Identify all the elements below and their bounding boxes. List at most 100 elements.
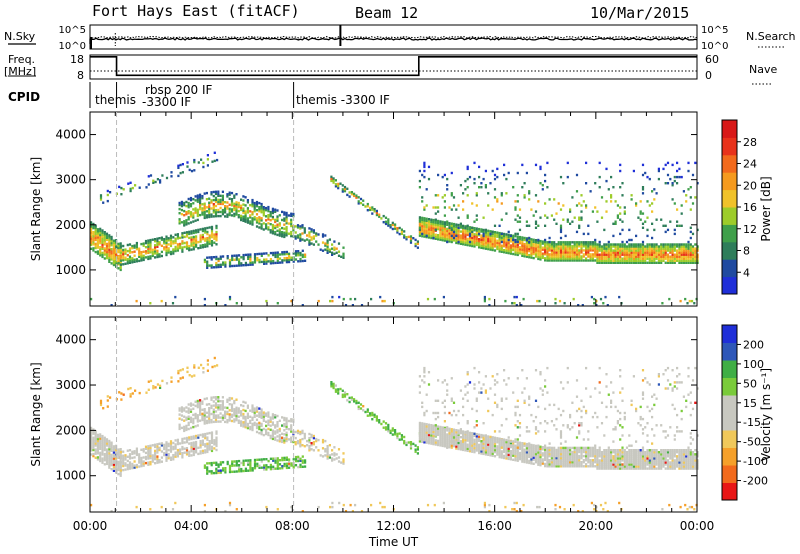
power-cell xyxy=(442,295,445,299)
power-cell xyxy=(653,259,656,262)
velocity-cell xyxy=(484,451,487,454)
power-cell xyxy=(595,304,598,307)
power-cell xyxy=(169,242,173,246)
power-cell xyxy=(496,198,499,201)
power-cell xyxy=(233,196,236,199)
power-cell xyxy=(635,253,638,256)
velocity-cell xyxy=(635,453,638,456)
velocity-cell xyxy=(105,444,109,447)
power-cell xyxy=(591,245,594,248)
velocity-cell xyxy=(475,439,478,442)
power-cell xyxy=(183,203,186,207)
velocity-cell xyxy=(569,452,572,456)
velocity-cell xyxy=(215,442,218,445)
velocity-cell xyxy=(203,397,206,401)
power-cell xyxy=(135,243,138,247)
velocity-cell xyxy=(480,452,483,455)
velocity-cell xyxy=(110,445,113,448)
power-cell xyxy=(267,205,270,209)
velocity-cell xyxy=(639,455,642,458)
velocity-cell xyxy=(537,447,540,450)
power-cell xyxy=(532,244,535,248)
power-cell xyxy=(676,259,679,262)
velocity-cell xyxy=(441,428,444,431)
power-cell xyxy=(226,207,229,210)
power-cell xyxy=(290,220,293,224)
power-cell xyxy=(140,259,143,262)
power-cell xyxy=(192,231,195,235)
velocity-cell xyxy=(434,443,437,446)
velocity-cell xyxy=(578,448,581,452)
power-cell xyxy=(199,193,202,196)
velocity-cell xyxy=(122,460,125,464)
power-cell xyxy=(172,252,175,255)
power-cell xyxy=(473,161,476,165)
power-cell xyxy=(131,244,134,248)
velocity-cell xyxy=(530,454,533,457)
velocity-cell xyxy=(253,409,256,412)
velocity-cell xyxy=(224,410,227,413)
power-cell xyxy=(226,195,229,198)
power-cell xyxy=(432,223,435,226)
velocity-cell xyxy=(255,408,259,411)
power-cell xyxy=(589,259,592,262)
power-cell xyxy=(138,259,141,263)
velocity-cell xyxy=(169,440,173,443)
velocity-cell xyxy=(671,457,674,460)
velocity-cell xyxy=(437,427,440,430)
power-cell xyxy=(532,214,535,217)
power-cell xyxy=(208,256,211,259)
velocity-cell xyxy=(521,446,524,449)
power-cell xyxy=(219,263,222,266)
velocity-cell xyxy=(228,403,231,406)
velocity-cell xyxy=(221,414,224,417)
velocity-cell xyxy=(580,448,583,452)
power-cell xyxy=(596,245,599,248)
power-cell xyxy=(201,203,204,206)
power-cell xyxy=(269,223,272,226)
power-cell xyxy=(147,257,150,261)
power-cell xyxy=(267,260,270,263)
velocity-cell xyxy=(267,427,270,431)
power-cell xyxy=(231,264,234,268)
velocity-cell xyxy=(213,443,216,446)
velocity-cell xyxy=(215,436,218,439)
power-cell xyxy=(292,212,295,216)
power-cell xyxy=(213,159,216,163)
velocity-cell xyxy=(242,417,245,420)
velocity-cell xyxy=(500,454,503,457)
power-cell xyxy=(163,246,166,249)
velocity-cell xyxy=(274,436,277,439)
velocity-cell xyxy=(190,444,193,447)
velocity-cell xyxy=(566,446,569,450)
velocity-cell xyxy=(610,457,613,460)
velocity-cell xyxy=(271,423,274,426)
power-cell xyxy=(632,169,635,173)
power-cell xyxy=(532,248,535,252)
power-cell xyxy=(94,224,97,227)
power-cell xyxy=(466,243,469,247)
power-cell xyxy=(387,220,390,223)
power-cell xyxy=(92,241,95,244)
power-cell xyxy=(441,175,444,179)
velocity-cell xyxy=(487,439,490,442)
power-cell xyxy=(267,228,270,231)
power-cell xyxy=(553,257,556,260)
power-cell xyxy=(244,220,247,223)
power-cell xyxy=(514,240,517,244)
velocity-cell xyxy=(112,459,115,462)
power-cell xyxy=(530,254,533,257)
velocity-cell xyxy=(210,437,214,440)
power-cell xyxy=(541,256,544,259)
velocity-cell xyxy=(507,451,510,454)
power-cell xyxy=(662,245,665,248)
power-cell xyxy=(373,208,376,211)
power-cell xyxy=(94,246,97,250)
velocity-cell xyxy=(625,463,629,466)
power-cell xyxy=(192,248,195,251)
velocity-cell xyxy=(119,451,122,454)
power-cell xyxy=(559,236,563,240)
power-cell xyxy=(285,222,288,225)
power-cell xyxy=(599,297,603,301)
power-cell xyxy=(425,227,428,231)
